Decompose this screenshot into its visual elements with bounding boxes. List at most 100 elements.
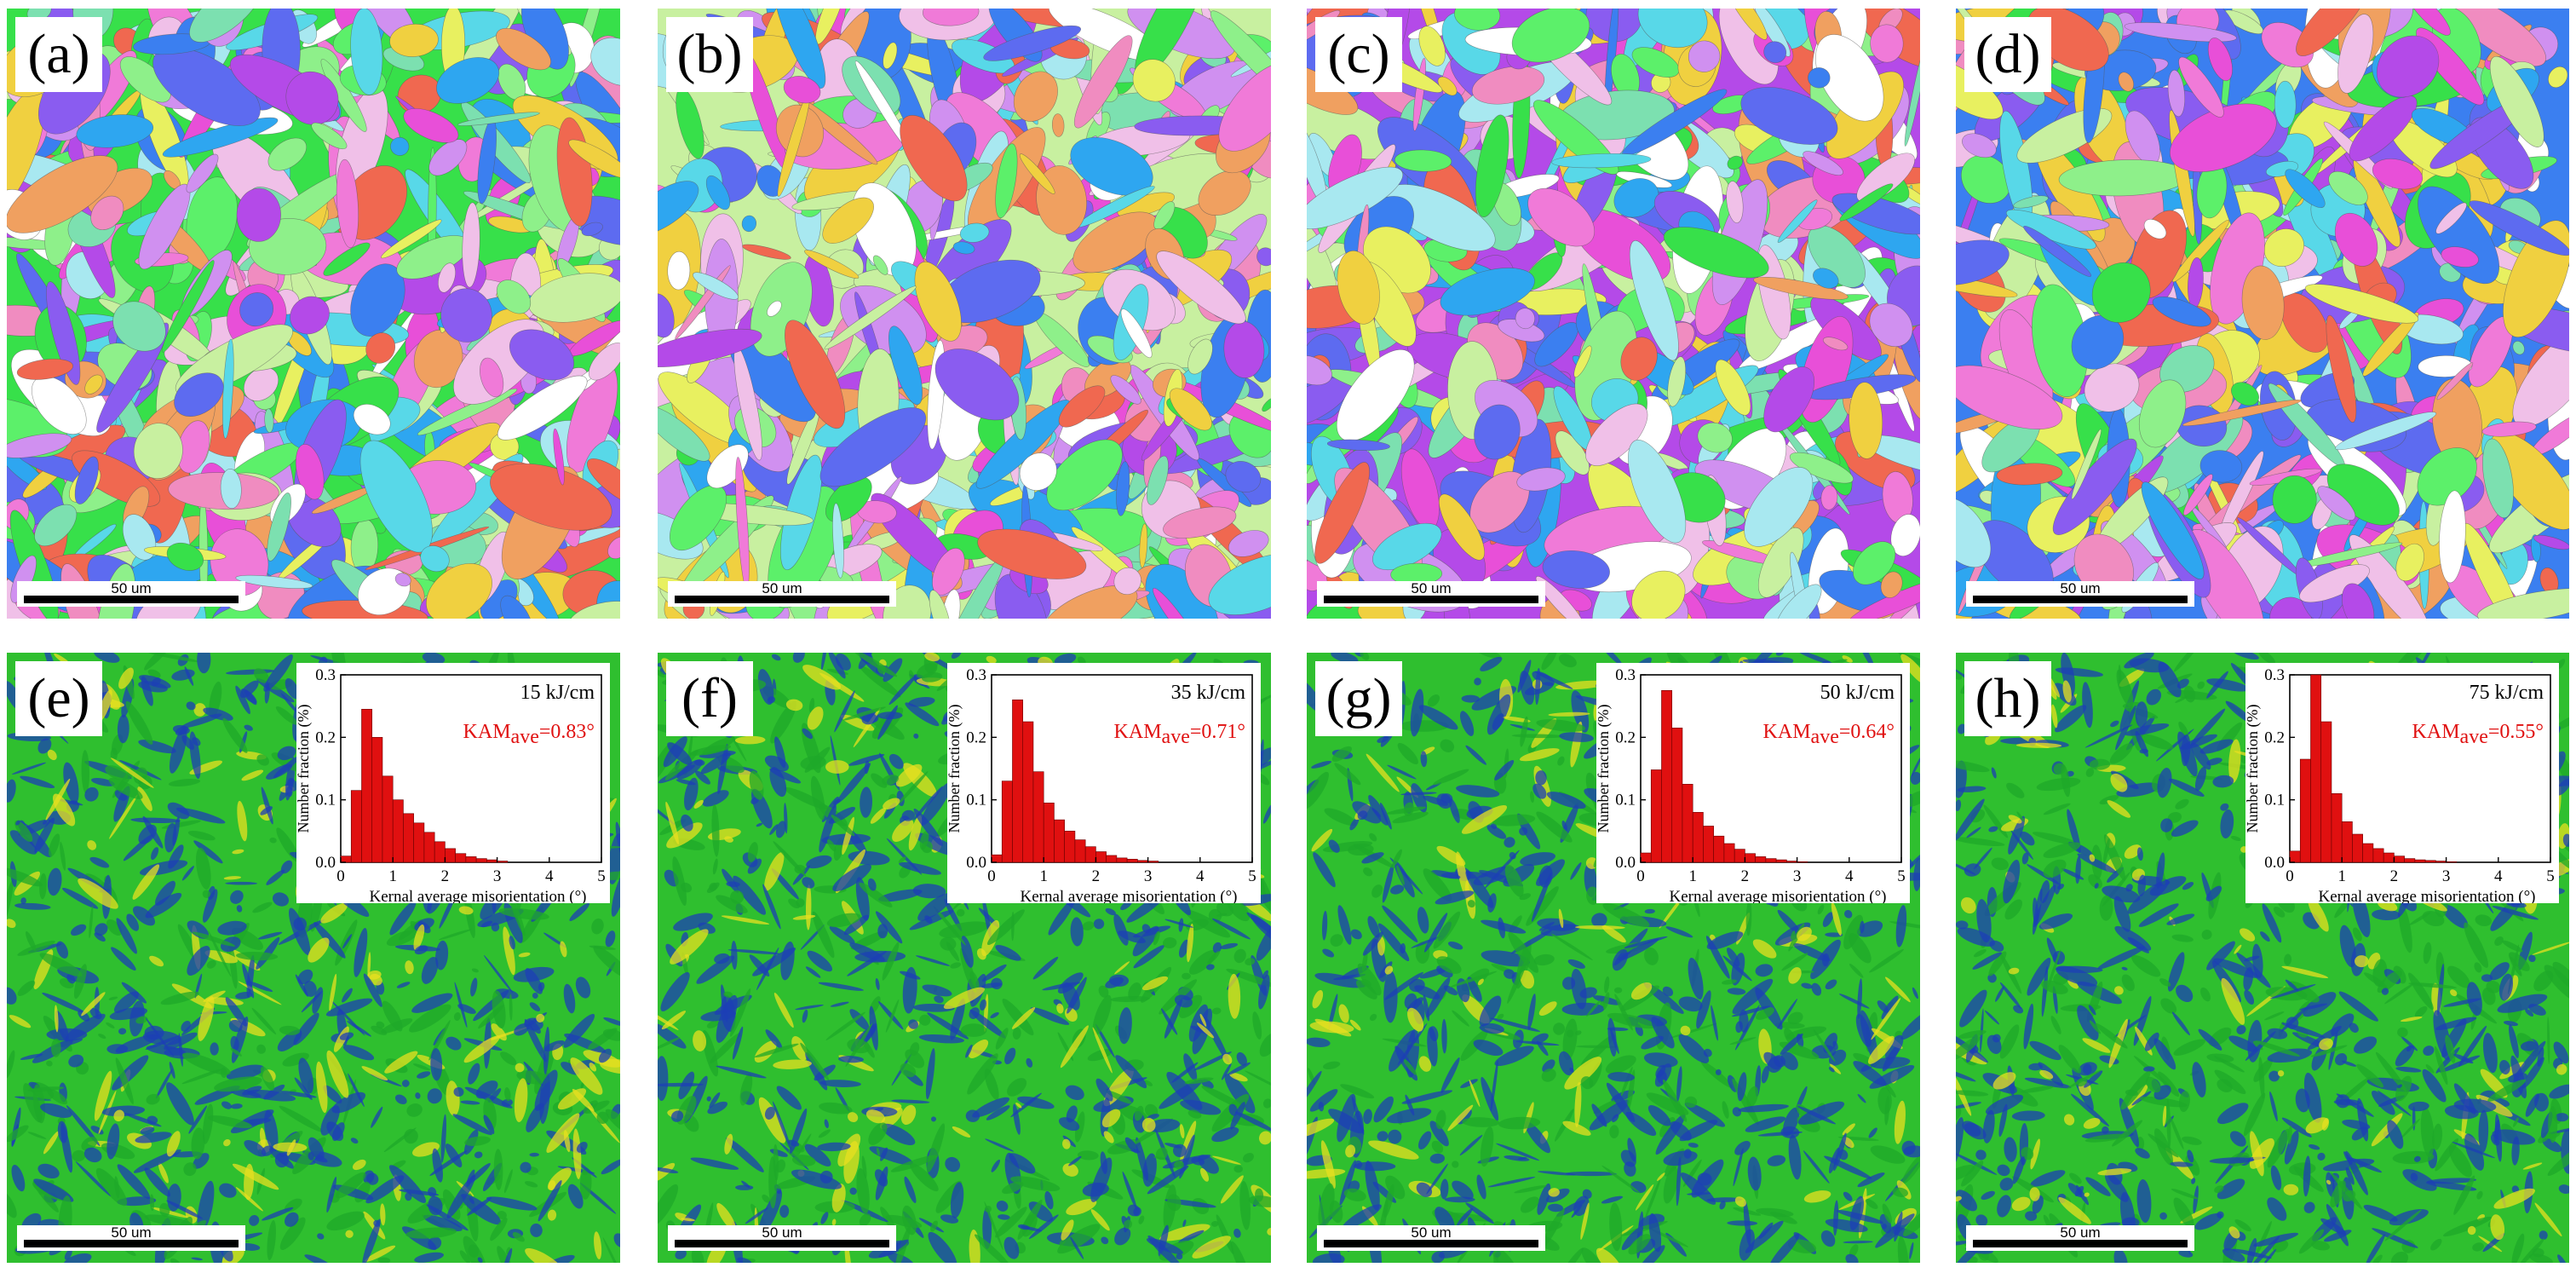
y-tick-label: 0.2 <box>2264 729 2285 746</box>
histogram-bar <box>1692 812 1704 863</box>
histogram-bar <box>1054 819 1065 863</box>
x-tick-label: 4 <box>2494 867 2503 885</box>
histogram-bar <box>475 858 487 863</box>
y-tick-label: 0.1 <box>966 792 986 809</box>
grain-layer <box>658 9 1271 619</box>
kam-histogram-inset: 0 1 2 3 4 5 0.0 0.1 0.2 0.3 Kernal average misorie… <box>2245 663 2559 903</box>
heat-input-label: 75 kJ/cm <box>2470 682 2544 704</box>
histogram-bar <box>1126 859 1138 863</box>
x-tick-label: 4 <box>1196 867 1205 885</box>
y-tick-label: 0.0 <box>315 854 336 872</box>
ipf-map-panel: (a) 50 um <box>7 9 620 619</box>
kam-average-label: KAMave=0.83° <box>463 721 595 748</box>
scale-bar: 50 um <box>668 581 896 607</box>
histogram-bar <box>350 790 362 863</box>
scale-bar-line <box>1973 1240 2188 1247</box>
x-tick-label: 2 <box>441 867 450 885</box>
histogram-bar <box>486 859 497 863</box>
x-tick-label: 1 <box>1688 867 1697 885</box>
kam-value: =0.64° <box>1839 721 1895 743</box>
y-tick-label: 0.1 <box>2264 792 2285 809</box>
y-tick-label: 0.0 <box>2264 854 2285 872</box>
y-tick-label: 0.3 <box>2264 666 2285 684</box>
panel-label: (b) <box>666 17 753 92</box>
histogram-bar <box>1703 826 1714 863</box>
panel-label: (a) <box>15 17 102 92</box>
histogram-bar <box>2310 674 2322 863</box>
scale-bar-label: 50 um <box>762 1224 802 1241</box>
kam-map-panel: (f) 50 um 0 1 2 3 4 5 0.0 0.1 0.2 0.3 Kernal average… <box>658 653 1271 1263</box>
histogram-chart: 0 1 2 3 4 5 0.0 0.1 0.2 0.3 Kernal average misorie… <box>947 666 1256 903</box>
kam-value: =0.55° <box>2488 721 2544 743</box>
histogram-bar <box>1022 721 1034 863</box>
ipf-map-panel: (d) 50 um <box>1956 9 2569 619</box>
kam-subscript: ave <box>1162 726 1190 748</box>
histogram-bar <box>1755 856 1767 863</box>
scale-bar-label: 50 um <box>1411 1224 1452 1241</box>
histogram-bar <box>2394 855 2405 863</box>
histogram-bar <box>2414 859 2426 863</box>
panel-label: (d) <box>1964 17 2051 92</box>
histogram-bar <box>1064 831 1076 863</box>
x-tick-label: 3 <box>2442 867 2451 885</box>
ipf-orientation-map <box>658 9 1271 619</box>
histogram-bar <box>1147 861 1159 863</box>
histogram-bar <box>2352 833 2363 863</box>
histogram-bar <box>1137 860 1148 863</box>
kam-map-panel: (g) 50 um 0 1 2 3 4 5 0.0 0.1 0.2 0.3 Kernal average… <box>1307 653 1920 1263</box>
kam-value: =0.71° <box>1190 721 1245 743</box>
y-tick-label: 0.3 <box>1615 666 1636 684</box>
scale-bar: 50 um <box>668 1225 896 1251</box>
x-tick-label: 1 <box>2337 867 2346 885</box>
y-tick-label: 0.0 <box>1615 854 1636 872</box>
scale-bar: 50 um <box>17 581 245 607</box>
scale-bar-label: 50 um <box>111 1224 152 1241</box>
scale-bar: 50 um <box>17 1225 245 1251</box>
histogram-bar <box>445 848 456 863</box>
kam-map-panel: (e) 50 um 0 1 2 3 4 5 0.0 0.1 0.2 0.3 Kernal average… <box>7 653 620 1263</box>
kam-average-label: KAMave=0.55° <box>2412 721 2544 748</box>
scale-bar-line <box>1324 1240 1538 1247</box>
y-tick-label: 0.3 <box>315 666 336 684</box>
histogram-bar <box>434 841 446 863</box>
panel-label: (e) <box>15 661 102 736</box>
histogram-bar <box>1074 839 1086 863</box>
y-axis-label: Number fraction (%) <box>1596 705 1613 833</box>
y-axis-label: Number fraction (%) <box>296 705 313 833</box>
x-tick-label: 2 <box>1092 867 1101 885</box>
histogram-bar <box>392 799 404 863</box>
kam-map-panel: (h) 50 um 0 1 2 3 4 5 0.0 0.1 0.2 0.3 Kernal average… <box>1956 653 2569 1263</box>
histogram-bar <box>382 775 394 863</box>
histogram-bar <box>403 813 414 863</box>
histogram-bar <box>1084 846 1096 863</box>
x-tick-label: 2 <box>2390 867 2399 885</box>
kam-prefix: KAM <box>1763 721 1811 743</box>
scale-bar: 50 um <box>1317 1225 1545 1251</box>
kam-value: =0.83° <box>539 721 595 743</box>
grain-layer <box>1307 9 1920 619</box>
scale-bar-line <box>24 596 239 603</box>
scale-bar-line <box>1324 596 1538 603</box>
histogram-chart: 0 1 2 3 4 5 0.0 0.1 0.2 0.3 Kernal average misorie… <box>2245 666 2555 903</box>
histogram-bar <box>1786 861 1797 863</box>
histogram-bar <box>2289 850 2301 863</box>
y-tick-label: 0.2 <box>1615 729 1636 746</box>
scale-bar: 50 um <box>1317 581 1545 607</box>
ipf-map-panel: (c) 50 um <box>1307 9 1920 619</box>
scale-bar-label: 50 um <box>2060 580 2101 596</box>
scale-bar-line <box>675 1240 889 1247</box>
y-tick-label: 0.1 <box>1615 792 1636 809</box>
grain-layer <box>7 9 620 619</box>
ipf-map-panel: (b) 50 um <box>658 9 1271 619</box>
kam-average-label: KAMave=0.71° <box>1114 721 1245 748</box>
kam-prefix: KAM <box>463 721 511 743</box>
scale-bar-line <box>24 1240 239 1247</box>
histogram-bar <box>2435 861 2447 863</box>
histogram-bar <box>1765 858 1777 863</box>
histogram-bar <box>1797 861 1808 863</box>
histogram-bar <box>371 737 383 863</box>
scale-bar-line <box>1973 596 2188 603</box>
histogram-bar <box>1713 835 1725 863</box>
x-tick-label: 5 <box>597 867 606 885</box>
x-tick-label: 0 <box>987 867 996 885</box>
